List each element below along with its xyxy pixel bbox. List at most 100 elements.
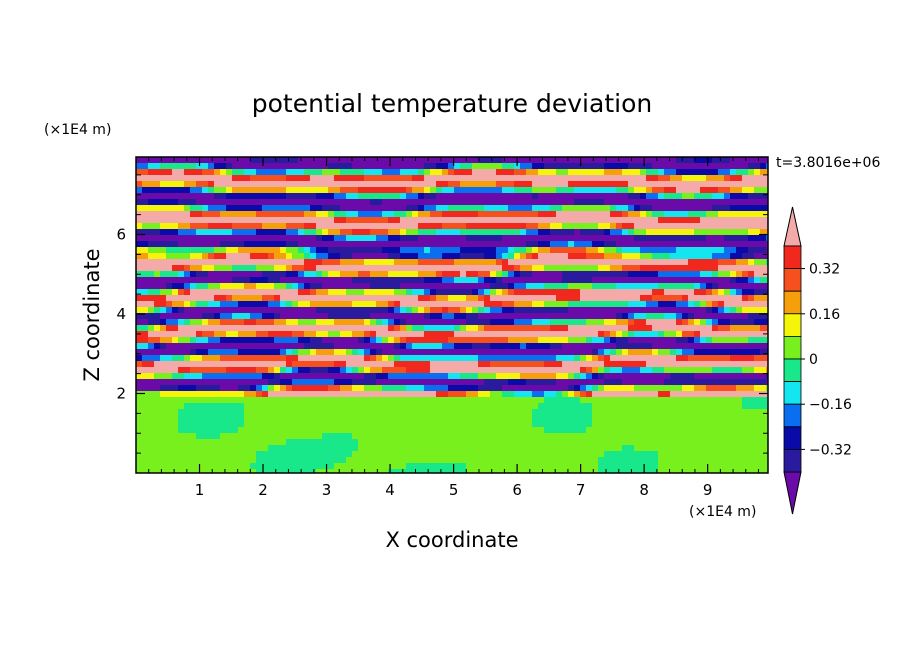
field-cell: [592, 433, 599, 440]
field-cell: [346, 175, 353, 182]
field-cell: [466, 157, 473, 164]
field-cell: [370, 289, 377, 296]
field-cell: [580, 169, 587, 176]
field-cell: [616, 247, 623, 254]
field-cell: [394, 235, 401, 242]
field-cell: [676, 385, 683, 392]
field-cell: [706, 355, 713, 362]
field-cell: [610, 337, 617, 344]
field-cell: [172, 253, 179, 260]
field-cell: [508, 325, 515, 332]
field-cell: [760, 427, 767, 434]
field-cell: [328, 199, 335, 206]
field-cell: [286, 235, 293, 242]
field-cell: [676, 277, 683, 284]
field-cell: [190, 175, 197, 182]
field-cell: [376, 349, 383, 356]
field-cell: [754, 259, 761, 266]
field-cell: [454, 307, 461, 314]
field-cell: [268, 163, 275, 170]
field-cell: [604, 307, 611, 314]
field-cell: [460, 313, 467, 320]
field-cell: [496, 409, 503, 416]
field-cell: [172, 181, 179, 188]
field-cell: [670, 373, 677, 380]
field-cell: [340, 355, 347, 362]
field-cell: [196, 403, 203, 410]
field-cell: [208, 223, 215, 230]
field-cell: [718, 397, 725, 404]
field-cell: [622, 373, 629, 380]
field-cell: [754, 235, 761, 242]
field-cell: [370, 193, 377, 200]
field-cell: [484, 247, 491, 254]
field-cell: [316, 175, 323, 182]
field-cell: [136, 343, 143, 350]
field-cell: [736, 349, 743, 356]
field-cell: [220, 331, 227, 338]
field-cell: [268, 169, 275, 176]
field-cell: [364, 253, 371, 260]
field-cell: [136, 379, 143, 386]
field-cell: [172, 169, 179, 176]
field-cell: [526, 343, 533, 350]
field-cell: [142, 439, 149, 446]
field-cell: [238, 253, 245, 260]
field-cell: [502, 403, 509, 410]
field-cell: [352, 169, 359, 176]
field-cell: [412, 193, 419, 200]
field-cell: [532, 385, 539, 392]
field-cell: [304, 229, 311, 236]
field-cell: [652, 385, 659, 392]
field-cell: [538, 205, 545, 212]
field-cell: [148, 313, 155, 320]
field-cell: [316, 271, 323, 278]
field-cell: [394, 421, 401, 428]
field-cell: [142, 259, 149, 266]
field-cell: [736, 163, 743, 170]
field-cell: [244, 391, 251, 398]
field-cell: [706, 211, 713, 218]
field-cell: [334, 175, 341, 182]
field-cell: [388, 421, 395, 428]
field-cell: [544, 169, 551, 176]
field-cell: [388, 163, 395, 170]
field-cell: [334, 433, 341, 440]
field-cell: [550, 277, 557, 284]
field-cell: [610, 175, 617, 182]
field-cell: [724, 397, 731, 404]
field-cell: [754, 253, 761, 260]
field-cell: [220, 265, 227, 272]
field-cell: [340, 433, 347, 440]
field-cell: [688, 217, 695, 224]
field-cell: [190, 157, 197, 164]
field-cell: [568, 367, 575, 374]
field-cell: [232, 373, 239, 380]
field-cell: [514, 409, 521, 416]
field-cell: [346, 427, 353, 434]
field-cell: [262, 391, 269, 398]
field-cell: [646, 157, 653, 164]
field-cell: [316, 385, 323, 392]
field-cell: [730, 403, 737, 410]
field-cell: [466, 241, 473, 248]
field-cell: [184, 229, 191, 236]
field-cell: [694, 325, 701, 332]
field-cell: [472, 283, 479, 290]
field-cell: [382, 373, 389, 380]
field-cell: [622, 331, 629, 338]
field-cell: [688, 181, 695, 188]
field-cell: [292, 295, 299, 302]
field-cell: [268, 337, 275, 344]
field-cell: [544, 307, 551, 314]
field-cell: [184, 295, 191, 302]
field-cell: [646, 373, 653, 380]
field-cell: [484, 385, 491, 392]
field-cell: [346, 367, 353, 374]
field-cell: [298, 217, 305, 224]
field-cell: [718, 217, 725, 224]
field-cell: [370, 361, 377, 368]
field-cell: [184, 169, 191, 176]
field-cell: [436, 247, 443, 254]
field-cell: [514, 385, 521, 392]
